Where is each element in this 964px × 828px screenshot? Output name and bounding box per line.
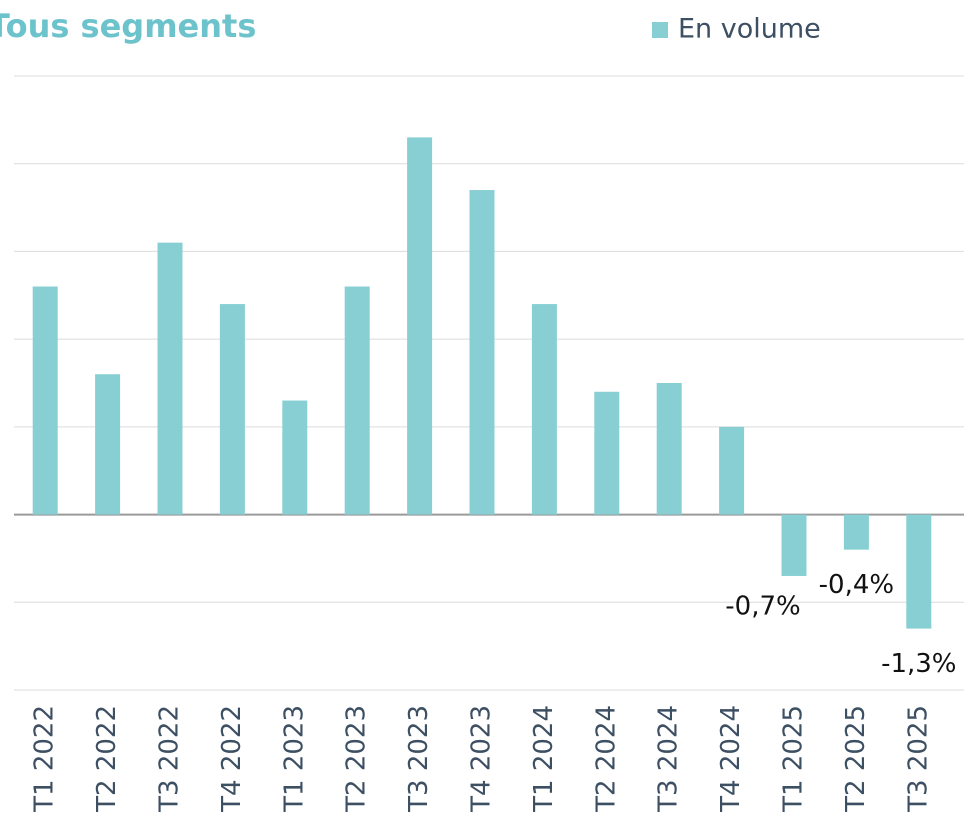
x-tick-label: T4 2022 — [217, 705, 247, 813]
legend-label: En volume — [678, 14, 821, 45]
x-tick-label: T3 2022 — [155, 705, 185, 813]
x-tick-label: T2 2024 — [591, 705, 621, 813]
bar — [282, 400, 308, 515]
x-tick-label: T4 2023 — [467, 705, 497, 813]
x-tick-label: T2 2025 — [841, 705, 871, 813]
x-tick-label: T3 2024 — [654, 705, 684, 813]
chart-title: Tous segments — [0, 7, 256, 45]
bar — [157, 242, 183, 515]
bar — [407, 137, 433, 515]
x-tick-label: T1 2023 — [279, 705, 309, 813]
x-tick-label: T2 2022 — [92, 705, 122, 813]
bar — [781, 514, 807, 576]
bar — [594, 391, 620, 515]
data-label: -0,7% — [725, 591, 800, 621]
x-tick-label: T2 2023 — [342, 705, 372, 813]
bar — [32, 286, 58, 515]
x-tick-label: T3 2025 — [903, 705, 933, 813]
x-tick-label: T3 2023 — [404, 705, 434, 813]
bar — [95, 374, 121, 515]
x-tick-label: T1 2025 — [779, 705, 809, 813]
bar — [531, 304, 557, 515]
bar — [843, 514, 869, 550]
bar — [906, 514, 932, 629]
legend-swatch — [652, 22, 668, 38]
data-label: -1,3% — [881, 649, 956, 679]
bar — [656, 383, 682, 515]
bar — [469, 190, 495, 515]
x-tick-label: T1 2024 — [529, 705, 559, 813]
data-label: -0,4% — [819, 570, 894, 600]
bar — [344, 286, 370, 515]
bar — [219, 304, 245, 515]
bar — [719, 426, 745, 515]
x-tick-label: T4 2024 — [716, 705, 746, 813]
x-tick-label: T1 2022 — [30, 705, 60, 813]
